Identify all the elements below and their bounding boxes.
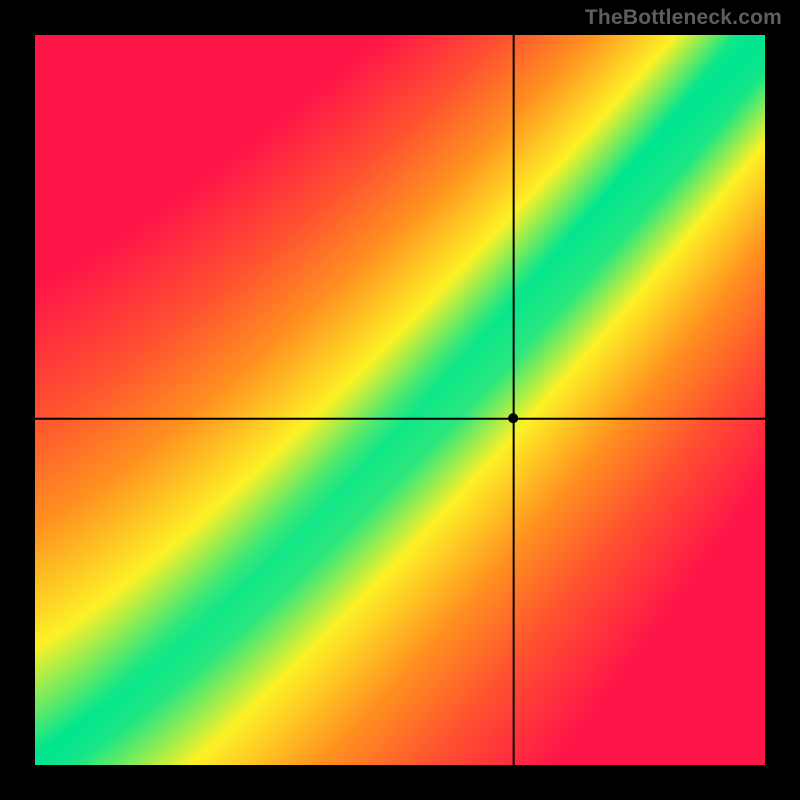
watermark-text: TheBottleneck.com: [585, 6, 782, 30]
chart-container: TheBottleneck.com: [0, 0, 800, 800]
bottleneck-heatmap: [35, 35, 765, 765]
